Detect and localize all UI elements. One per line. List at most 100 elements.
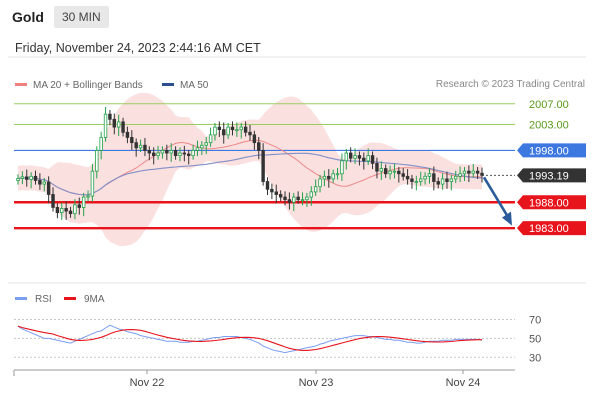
candle xyxy=(95,146,99,179)
candle-body xyxy=(445,178,449,182)
candle-body xyxy=(309,191,313,198)
timeframe-badge[interactable]: 30 MIN xyxy=(54,6,109,28)
candle-body xyxy=(480,172,484,176)
candle xyxy=(147,146,152,161)
candle xyxy=(300,192,305,206)
candle xyxy=(208,127,213,147)
candle xyxy=(230,121,235,136)
candle xyxy=(454,170,458,184)
level-tags: 2007.00 2003.00 1998.00 1993.19 1988.00 1983.… xyxy=(517,99,586,236)
candle xyxy=(370,151,375,170)
candle-body xyxy=(283,196,287,201)
candle xyxy=(410,174,414,189)
candle-body xyxy=(151,152,156,157)
candle-body xyxy=(208,134,213,144)
rsi-legend-label: RSI xyxy=(35,294,52,305)
support-tag xyxy=(517,221,586,236)
candle-body xyxy=(239,126,243,131)
candle xyxy=(222,122,226,144)
candle xyxy=(475,167,480,179)
pivot-tag xyxy=(517,143,586,158)
candle-body xyxy=(388,170,392,175)
ma50-line xyxy=(17,152,483,196)
arrow-head xyxy=(502,211,512,226)
candle-body xyxy=(278,194,283,198)
candle-body xyxy=(16,178,20,181)
candle-body xyxy=(427,173,432,177)
candle-body xyxy=(121,121,125,133)
candle-body xyxy=(362,157,366,162)
candle-body xyxy=(292,196,296,203)
candle-body xyxy=(370,155,375,164)
candle-body xyxy=(353,155,357,159)
last-price-label: 1993.19 xyxy=(529,170,569,182)
candle xyxy=(29,172,33,189)
candle xyxy=(195,140,200,157)
rsi-level-label: 70 xyxy=(529,315,541,327)
candle xyxy=(173,146,178,160)
candle xyxy=(187,149,191,165)
candle-body xyxy=(375,162,379,172)
candle xyxy=(388,165,392,180)
candle-body xyxy=(130,137,134,144)
candle-body xyxy=(178,152,182,157)
candle-body xyxy=(165,150,169,154)
candle-body xyxy=(81,196,86,208)
candle xyxy=(121,117,125,137)
bollinger-band-area xyxy=(18,92,482,247)
candle xyxy=(99,131,103,160)
candle-body xyxy=(313,186,318,193)
candle xyxy=(270,183,274,200)
candle xyxy=(423,172,427,185)
bollinger-bands xyxy=(18,92,482,247)
rsi-legend: RSI 9MA xyxy=(15,294,105,305)
rsi-legend-swatch xyxy=(15,297,27,300)
rsi-level-label: 30 xyxy=(529,352,541,364)
candle-body xyxy=(20,176,25,179)
candle xyxy=(480,167,484,183)
candle xyxy=(169,143,173,162)
candle-body xyxy=(344,152,349,162)
candle-body xyxy=(401,173,405,177)
candle xyxy=(471,163,475,178)
candle-body xyxy=(335,173,340,176)
candle-body xyxy=(112,118,117,128)
candle-body xyxy=(432,173,436,182)
candle-body xyxy=(103,113,108,138)
candle-body xyxy=(134,142,138,149)
candle xyxy=(397,167,401,183)
candle xyxy=(191,144,195,160)
candle xyxy=(274,184,278,204)
candle xyxy=(357,151,362,166)
chart-header: Gold 30 MIN xyxy=(0,0,593,34)
candle-body xyxy=(379,168,384,172)
candle-body xyxy=(243,126,248,133)
candle-body xyxy=(449,178,454,182)
candle-body xyxy=(187,153,191,157)
candle xyxy=(375,157,379,179)
candle xyxy=(379,161,384,180)
candle-body xyxy=(99,137,103,151)
candle xyxy=(366,148,370,165)
candle xyxy=(318,174,322,193)
candle-body xyxy=(108,113,112,120)
candle xyxy=(217,121,222,137)
candle xyxy=(112,113,117,135)
candle xyxy=(143,137,147,157)
candle xyxy=(296,191,300,204)
candle xyxy=(344,148,349,170)
candle-body xyxy=(419,178,423,182)
pivot-label: 1998.00 xyxy=(529,145,569,157)
candle xyxy=(46,176,51,204)
candle-body xyxy=(60,208,64,214)
candle-body xyxy=(182,152,187,155)
symbol-title: Gold xyxy=(12,9,44,25)
resistance-label: 2003.00 xyxy=(529,120,569,132)
support-label: 1983.00 xyxy=(529,223,569,235)
candle xyxy=(138,139,143,152)
candle-body xyxy=(213,126,217,136)
candle-body xyxy=(73,204,77,215)
rsi-panel: 70 50 30 xyxy=(14,315,541,364)
support-label: 1988.00 xyxy=(529,197,569,209)
